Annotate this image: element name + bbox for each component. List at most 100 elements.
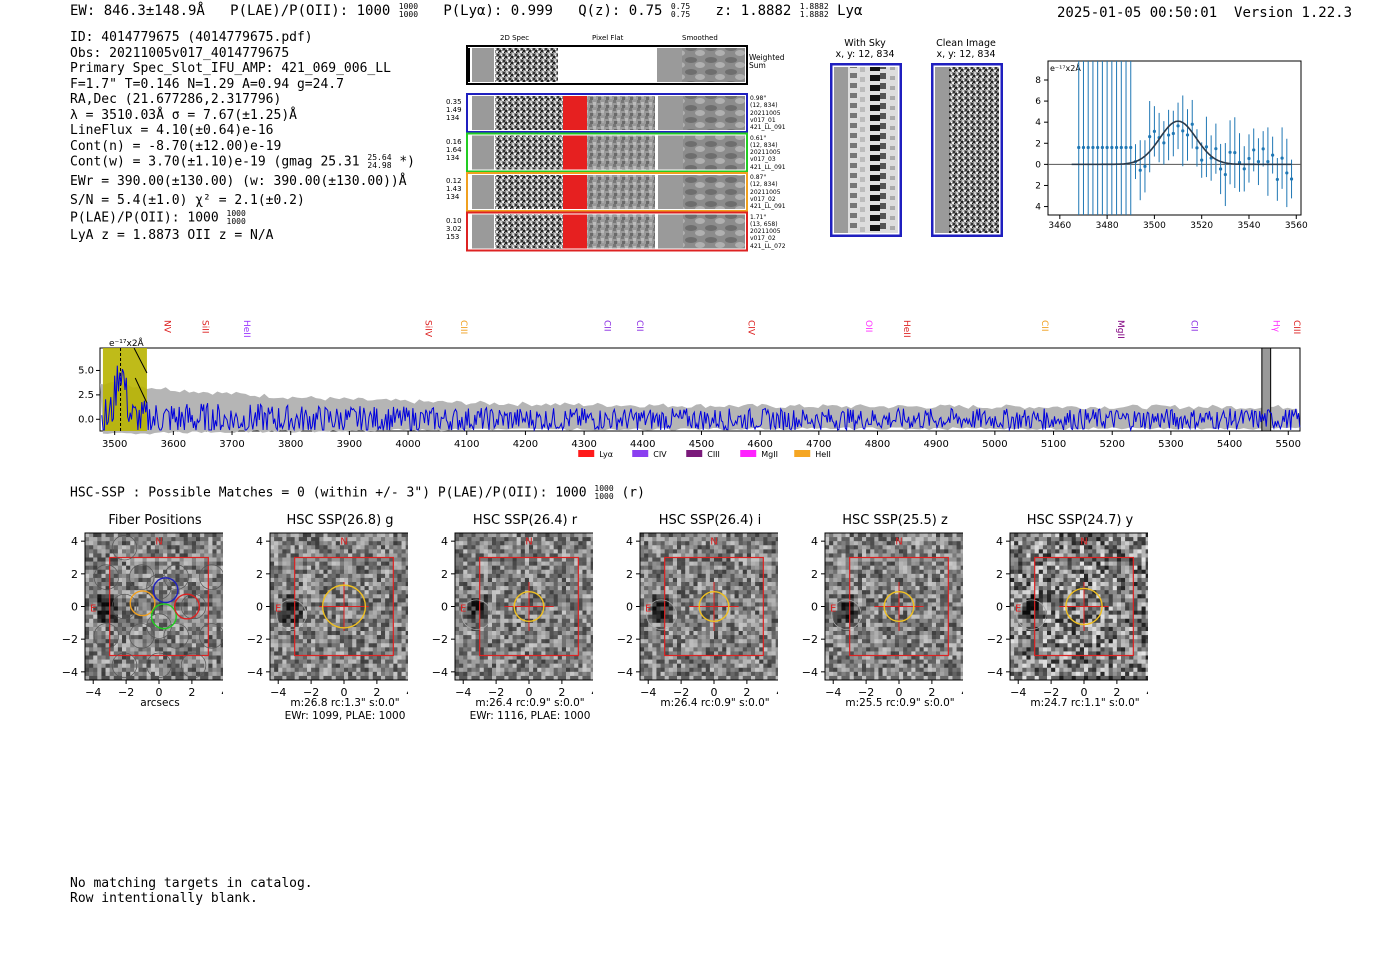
ew-value: EW: 846.3±148.9Å — [70, 3, 205, 19]
cutout-pixel — [130, 643, 135, 648]
cutout-pixel — [85, 606, 90, 611]
cutout-pixel — [701, 663, 707, 669]
cutout-pixel — [471, 606, 476, 611]
cutout-pixel — [187, 659, 193, 664]
cutout-pixel — [656, 602, 661, 607]
cutout-pixel — [385, 545, 390, 550]
cutout-pixel — [319, 594, 324, 599]
cutout-pixel — [97, 553, 102, 558]
cutout-pixel — [709, 549, 715, 554]
cutout-pixel — [134, 614, 139, 620]
cutout-pixel — [561, 577, 567, 583]
cutout-pixel — [171, 561, 176, 566]
cutout-pixel — [339, 622, 345, 628]
cutout-pixel — [208, 667, 213, 673]
cutout-pixel — [302, 557, 308, 562]
cutout-pixel — [171, 537, 176, 542]
cutout-pixel — [117, 675, 123, 681]
cutout-pixel — [677, 533, 682, 538]
cutout-pixel — [171, 655, 176, 660]
cutout-pixel — [323, 635, 328, 640]
cutout-pixel — [150, 602, 156, 607]
cutout-pixel — [93, 614, 98, 620]
cutout-pixel — [574, 606, 579, 611]
cutout-pixel — [159, 655, 164, 660]
cutout-pixel — [122, 626, 127, 632]
cutout-pixel — [475, 545, 480, 550]
cutout-pixel — [130, 622, 135, 628]
cutout-pixel — [163, 553, 168, 558]
zoom-frame — [1047, 60, 1302, 216]
zoom-ytick-label: −4 — [1035, 203, 1041, 213]
fiber-circle — [111, 593, 138, 620]
cutout-pixel — [163, 610, 168, 615]
cutout-pixel — [331, 663, 337, 669]
cutout-pixel — [578, 533, 583, 538]
cutout-pixel — [282, 582, 287, 587]
cutout-pixel — [693, 639, 698, 644]
cutout-pixel — [339, 618, 345, 624]
cutout-pixel — [183, 643, 189, 648]
cutout-pixel — [282, 663, 287, 669]
cutout-pixel — [537, 622, 542, 628]
cutout-pixel — [191, 618, 197, 624]
cutout-pixel — [397, 590, 402, 595]
cutout-pixel — [496, 606, 501, 611]
cutout-pixel — [220, 618, 223, 624]
cutout-pixel — [274, 614, 279, 620]
cutout-pixel — [405, 626, 408, 632]
cutout-pixel — [163, 541, 168, 546]
cutout-pixel — [117, 545, 123, 550]
cutout-pixel — [122, 643, 127, 648]
cutout-pixel — [270, 602, 275, 607]
cutout-pixel — [393, 598, 398, 603]
cutout-pixel — [504, 626, 509, 632]
cutout-pixel — [697, 533, 702, 538]
cutout-pixel — [570, 643, 575, 648]
cutout-pixel — [504, 561, 509, 566]
cutout-pixel — [381, 647, 386, 652]
cutout-pixel — [360, 610, 365, 615]
cutout-pixel — [483, 553, 489, 558]
cutout-pixel — [677, 582, 682, 587]
cutout-pixel — [512, 659, 517, 664]
cutout-pixel — [327, 598, 332, 603]
cutout-pixel — [146, 671, 152, 677]
cutout-pixel — [693, 659, 698, 664]
cutout-pixel — [705, 569, 711, 575]
cutout-pixel — [352, 565, 357, 571]
plae-sup: 1000 — [398, 2, 419, 11]
spectrum-xtick-label: 4800 — [865, 439, 890, 450]
cutout-pixel — [701, 553, 707, 558]
cutout-pixel — [117, 635, 123, 640]
cutout-pixel — [685, 594, 690, 599]
cutout-pixel — [516, 659, 522, 664]
cutout-pixel — [97, 573, 102, 579]
cutout-pixel — [113, 602, 119, 607]
cutout-pixel — [159, 533, 164, 538]
cutout-pixel — [335, 651, 341, 656]
cutout-pixel — [467, 675, 472, 681]
cutout-pixel — [660, 647, 665, 652]
spectrum-ytick-label: 2.5 — [78, 390, 94, 401]
cutout-pixel — [705, 643, 711, 648]
cutout-pixel — [475, 533, 480, 538]
cutout-pixel — [323, 655, 328, 660]
cutout-pixel — [705, 541, 711, 546]
cutout-pixel — [533, 561, 538, 566]
cutout-pixel — [216, 639, 221, 644]
cutout-pixel — [549, 663, 554, 669]
cutout-pixel — [191, 582, 197, 587]
cutout-pixel — [401, 545, 406, 550]
cutout-pixel — [590, 610, 593, 615]
cutout-pixel — [368, 651, 374, 656]
cutout-pixel — [311, 590, 316, 595]
cutout-pixel — [294, 569, 300, 575]
cutout-pixel — [586, 565, 591, 571]
cutout-pixel — [508, 573, 513, 579]
cutout-pixel — [475, 537, 480, 542]
cutout-pixel — [586, 631, 591, 636]
cutout-pixel — [274, 655, 279, 660]
cutout-pixel — [660, 565, 665, 571]
